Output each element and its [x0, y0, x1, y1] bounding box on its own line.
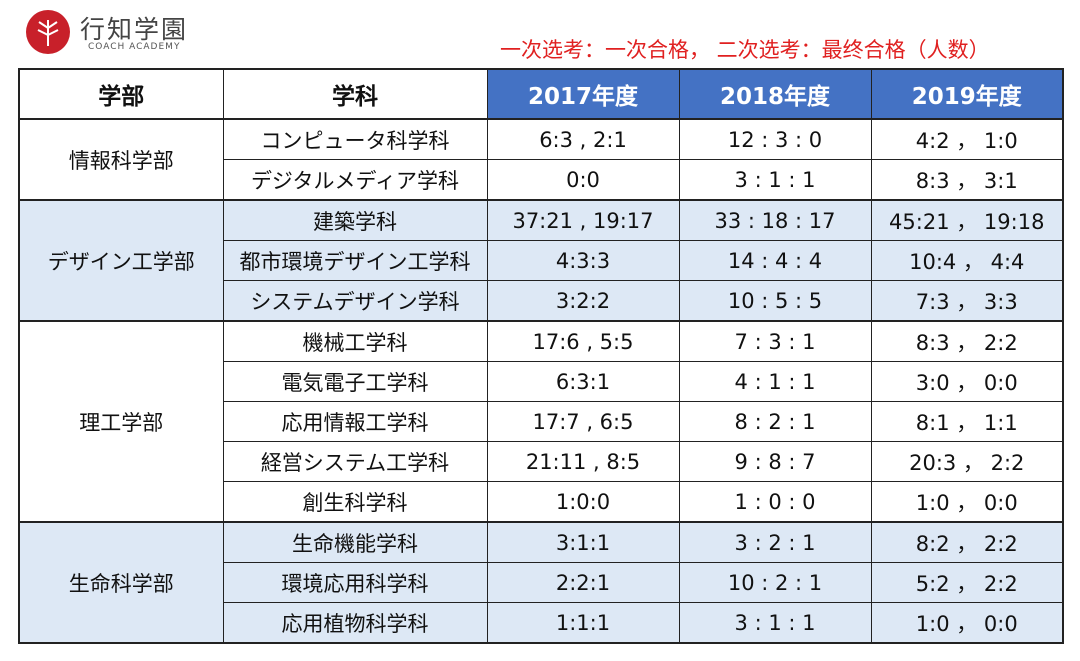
- column-header: 2019年度: [870, 68, 1064, 120]
- value-cell: 17:7 , 6:5: [486, 401, 680, 442]
- department-cell: 応用植物科学科: [222, 602, 488, 644]
- value-cell: 10 : 2 : 1: [678, 562, 872, 603]
- value-cell: 4 : 1 : 1: [678, 361, 872, 402]
- value-cell: 6:3 , 2:1: [486, 118, 680, 160]
- value-cell: 3:2:2: [486, 280, 680, 322]
- department-cell: 機械工学科: [222, 320, 488, 362]
- row: 環境応用科学科 2:2:1 10 : 2 : 1 5:2 ， 2:2: [19, 562, 1064, 603]
- faculty-cell: 理工学部: [18, 320, 224, 523]
- value-cell: 1:1:1: [486, 602, 680, 644]
- value-cell: 4:2 ， 1:0: [870, 118, 1064, 160]
- value-cell: 10 : 5 : 5: [678, 280, 872, 322]
- brand-sub: COACH ACADEMY: [88, 42, 181, 52]
- column-header: 学科: [222, 68, 488, 120]
- faculty-cell: 情報科学部: [18, 118, 224, 201]
- value-cell: 4:3:3: [486, 240, 680, 281]
- value-cell: 5:2 ， 2:2: [870, 562, 1064, 603]
- value-cell: 33 : 18 : 17: [678, 199, 872, 241]
- value-cell: 3:1:1: [486, 521, 680, 563]
- value-cell: 1 : 0 : 0: [678, 481, 872, 523]
- caption: 一次选考：一次合格， 二次选考：最终合格（人数）: [500, 38, 990, 62]
- row: システムデザイン学科 3:2:2 10 : 5 : 5 7:3 ， 3:3: [19, 280, 1064, 322]
- row: 都市環境デザイン工学科 4:3:3 14 : 4 : 4 10:4 ， 4:4: [19, 240, 1064, 281]
- row: 理工学部 機械工学科 17:6 , 5:5 7 : 3 : 1 8:3 ， 2:2: [18, 320, 1064, 523]
- value-cell: 9 : 8 : 7: [678, 441, 872, 482]
- value-cell: 20:3 ， 2:2: [870, 441, 1064, 482]
- column-header: 2017年度: [486, 68, 680, 120]
- value-cell: 8 : 2 : 1: [678, 401, 872, 442]
- row: 経営システム工学科 21:11 , 8:5 9 : 8 : 7 20:3 ， 2:2: [19, 441, 1064, 482]
- value-cell: 7:3 ， 3:3: [870, 280, 1064, 322]
- value-cell: 1:0 ， 0:0: [870, 481, 1064, 523]
- value-cell: 10:4 ， 4:4: [870, 240, 1064, 281]
- value-cell: 3 : 1 : 1: [678, 602, 872, 644]
- header-row: 学部 学科 2017年度 2018年度 2019年度: [18, 68, 1064, 120]
- faculty-cell: 生命科学部: [18, 521, 224, 644]
- value-cell: 8:3 ， 3:1: [870, 159, 1064, 201]
- value-cell: 8:3 ， 2:2: [870, 320, 1064, 362]
- row: 情報科学部 コンピュータ科学科 6:3 , 2:1 12 : 3 : 0 4:2 ， 1…: [18, 118, 1064, 201]
- value-cell: 3 : 1 : 1: [678, 159, 872, 201]
- department-cell: 電気電子工学科: [222, 361, 488, 402]
- department-cell: デジタルメディア学科: [222, 159, 488, 201]
- row: 創生科学科 1:0:0 1 : 0 : 0 1:0 ， 0:0: [19, 481, 1064, 523]
- column-header: 学部: [18, 68, 224, 120]
- department-cell: 経営システム工学科: [222, 441, 488, 482]
- logo: [26, 10, 70, 54]
- row: 電気電子工学科 6:3:1 4 : 1 : 1 3:0 ， 0:0: [19, 361, 1064, 402]
- value-cell: 45:21 ， 19:18: [870, 199, 1064, 241]
- department-cell: 創生科学科: [222, 481, 488, 523]
- department-cell: コンピュータ科学科: [222, 118, 488, 160]
- row: 応用植物科学科 1:1:1 3 : 1 : 1 1:0 ， 0:0: [19, 602, 1064, 644]
- value-cell: 7 : 3 : 1: [678, 320, 872, 362]
- faculty-cell: デザイン工学部: [18, 199, 224, 322]
- brand: 行知学園: [80, 15, 189, 44]
- row: 生命科学部 生命機能学科 3:1:1 3 : 2 : 1 8:2 ， 2:2: [18, 521, 1064, 644]
- department-cell: システムデザイン学科: [222, 280, 488, 322]
- value-cell: 2:2:1: [486, 562, 680, 603]
- department-cell: 環境応用科学科: [222, 562, 488, 603]
- value-cell: 1:0 ， 0:0: [870, 602, 1064, 644]
- value-cell: 6:3:1: [486, 361, 680, 402]
- value-cell: 8:1 ， 1:1: [870, 401, 1064, 442]
- row: 応用情報工学科 17:7 , 6:5 8 : 2 : 1 8:1 ， 1:1: [19, 401, 1064, 442]
- value-cell: 17:6 , 5:5: [486, 320, 680, 362]
- department-cell: 生命機能学科: [222, 521, 488, 563]
- department-cell: 応用情報工学科: [222, 401, 488, 442]
- value-cell: 0:0: [486, 159, 680, 201]
- column-header: 2018年度: [678, 68, 872, 120]
- value-cell: 3:0 ， 0:0: [870, 361, 1064, 402]
- value-cell: 8:2 ， 2:2: [870, 521, 1064, 563]
- department-cell: 建築学科: [222, 199, 488, 241]
- value-cell: 1:0:0: [486, 481, 680, 523]
- value-cell: 21:11 , 8:5: [486, 441, 680, 482]
- row: デジタルメディア学科 0:0 3 : 1 : 1 8:3 ， 3:1: [19, 159, 1064, 201]
- value-cell: 14 : 4 : 4: [678, 240, 872, 281]
- value-cell: 12 : 3 : 0: [678, 118, 872, 160]
- value-cell: 3 : 2 : 1: [678, 521, 872, 563]
- department-cell: 都市環境デザイン工学科: [222, 240, 488, 281]
- value-cell: 37:21 , 19:17: [486, 199, 680, 241]
- row: デザイン工学部 建築学科 37:21 , 19:17 33 : 18 : 17 45:2…: [18, 199, 1064, 322]
- results-table: 学部 学科 2017年度 2018年度 2019年度 情報科学部 コンピュータ科学科 6:3…: [18, 68, 1064, 644]
